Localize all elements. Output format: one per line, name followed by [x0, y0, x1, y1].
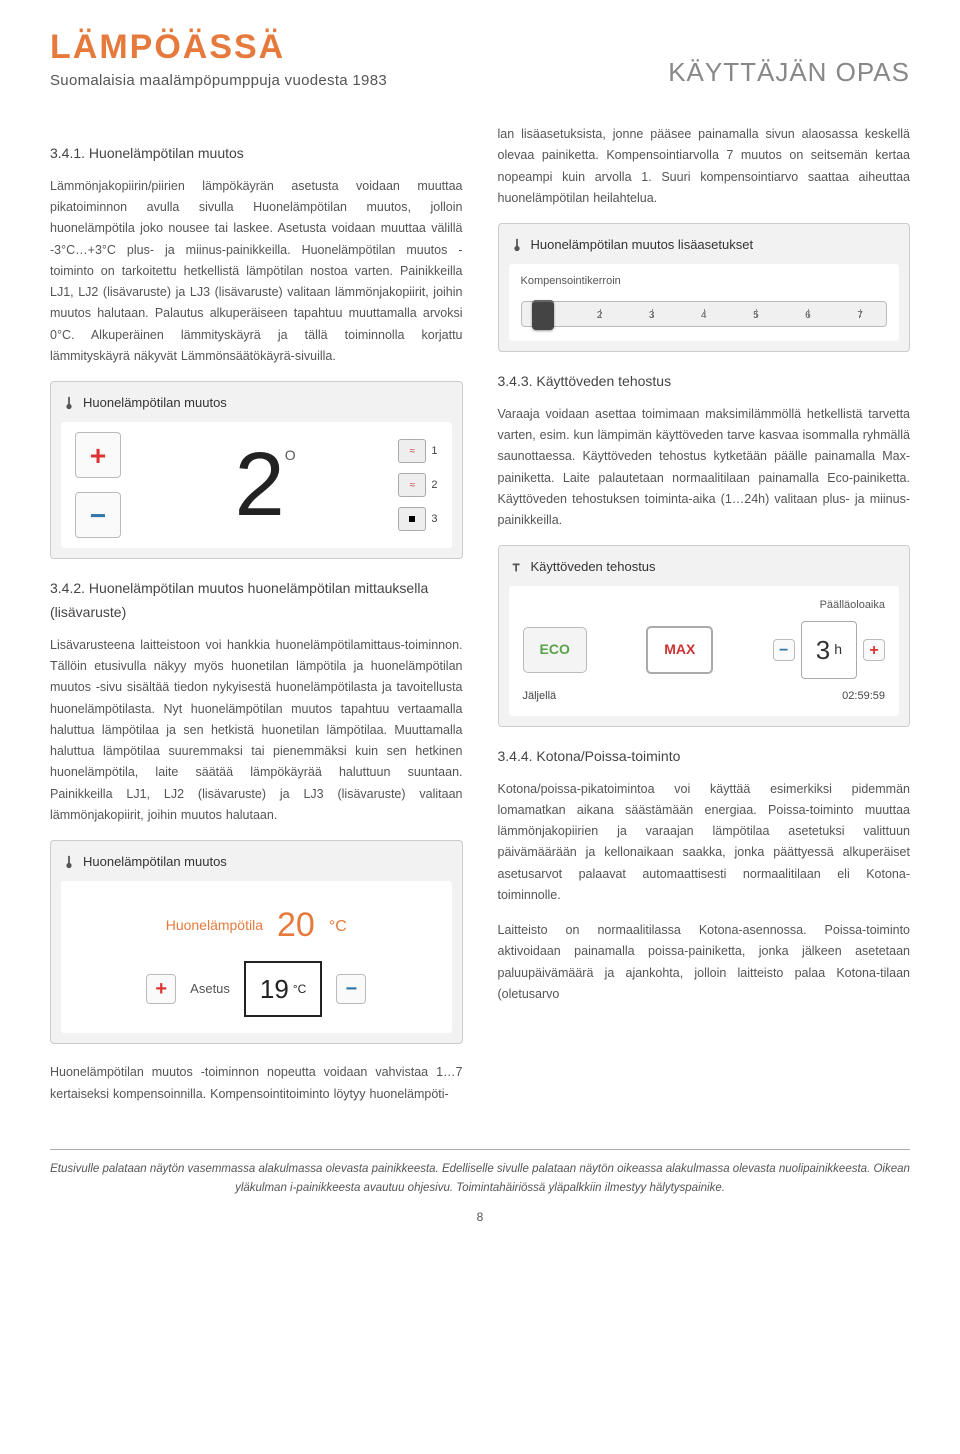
screenshot-compensation: Huonelämpötilan muutos lisäasetukset Kom…	[498, 223, 911, 352]
section-3-4-1-text: Lämmönjakopiirin/piirien lämpökäyrän ase…	[50, 176, 463, 367]
section-3-4-2-heading: 3.4.2. Huonelämpötilan muutos huonelämpö…	[50, 577, 463, 625]
current-temp-label: Huonelämpötila	[166, 914, 263, 938]
tick-7: 7	[834, 307, 886, 326]
section-3-4-1-heading: 3.4.1. Huonelämpötilan muutos	[50, 142, 463, 166]
shot4-title: Käyttöveden tehostus	[531, 556, 656, 578]
set-plus-button[interactable]: +	[146, 974, 176, 1004]
tick-3: 3	[626, 307, 678, 326]
thermometer-icon	[509, 237, 525, 253]
remaining-label: Jäljellä	[523, 687, 557, 706]
page-number: 8	[50, 1207, 910, 1227]
current-temp-unit: °C	[329, 913, 347, 940]
tap-icon	[509, 559, 525, 575]
boost-duration-label: Päälläoloaika	[523, 596, 886, 615]
footer-help-text: Etusivulle palataan näytön vasemmassa al…	[50, 1149, 910, 1199]
temp-delta-value: 2 O	[121, 440, 398, 530]
brand-logo: LÄMPÖÄSSÄ Suomalaisia maalämpöpumppuja v…	[50, 30, 387, 94]
circuit-lj1-button[interactable]: ≈	[398, 439, 426, 463]
set-temp-value: 19 °C	[244, 961, 322, 1017]
compensation-slider[interactable]: 1 2 3 4 5 6 7	[521, 301, 888, 327]
remaining-value: 02:59:59	[842, 687, 885, 706]
brand-name: LÄMPÖÄSSÄ	[50, 30, 387, 64]
section-3-4-4-text2: Laitteisto on normaalitilassa Kotona-ase…	[498, 920, 911, 1005]
screenshot-water-boost: Käyttöveden tehostus Päälläoloaika ECO M…	[498, 545, 911, 727]
current-temp-value: 20	[277, 897, 315, 955]
shot3-title: Huonelämpötilan muutos lisäasetukset	[531, 234, 754, 256]
screenshot-temp-change: Huonelämpötilan muutos + − 2 O ≈1 ≈2 3	[50, 381, 463, 559]
thermometer-icon	[61, 854, 77, 870]
page-title: KÄYTTÄJÄN OPAS	[668, 50, 910, 94]
section-3-4-4-text1: Kotona/poissa-pikatoimintoa voi käyttää …	[498, 779, 911, 907]
tick-6: 6	[782, 307, 834, 326]
circuit-lj1-label: 1	[431, 442, 437, 461]
boost-plus-button[interactable]: +	[863, 639, 885, 661]
circuit-lj3-button[interactable]	[398, 507, 426, 531]
boost-hours: 3h	[801, 621, 857, 679]
section-3-4-4-heading: 3.4.4. Kotona/Poissa-toiminto	[498, 745, 911, 769]
section-3-4-3-heading: 3.4.3. Käyttöveden tehostus	[498, 370, 911, 394]
left-tail-text: Huonelämpötilan muutos -toiminnon nopeut…	[50, 1062, 463, 1105]
tick-5: 5	[730, 307, 782, 326]
thermometer-icon	[61, 395, 77, 411]
plus-button[interactable]: +	[75, 432, 121, 478]
set-minus-button[interactable]: −	[336, 974, 366, 1004]
circuit-lj3-label: 3	[431, 510, 437, 529]
tick-2: 2	[574, 307, 626, 326]
right-cont-text: lan lisäasetuksista, jonne pääsee painam…	[498, 124, 911, 209]
section-3-4-2-text: Lisävarusteena laitteistoon voi hankkia …	[50, 635, 463, 826]
shot2-title: Huonelämpötilan muutos	[83, 851, 227, 873]
max-button[interactable]: MAX	[646, 626, 713, 674]
tick-4: 4	[678, 307, 730, 326]
minus-button[interactable]: −	[75, 492, 121, 538]
brand-tagline: Suomalaisia maalämpöpumppuja vuodesta 19…	[50, 68, 387, 94]
section-3-4-3-text: Varaaja voidaan asettaa toimimaan maksim…	[498, 404, 911, 532]
circuit-lj2-label: 2	[431, 476, 437, 495]
circuit-lj2-button[interactable]: ≈	[398, 473, 426, 497]
eco-button[interactable]: ECO	[523, 627, 587, 673]
screenshot-temp-measurement: Huonelämpötilan muutos Huonelämpötila 20…	[50, 840, 463, 1044]
boost-minus-button[interactable]: −	[773, 639, 795, 661]
shot1-title: Huonelämpötilan muutos	[83, 392, 227, 414]
compensation-label: Kompensointikerroin	[521, 272, 888, 291]
set-label: Asetus	[190, 978, 230, 1000]
slider-handle[interactable]	[532, 300, 554, 330]
